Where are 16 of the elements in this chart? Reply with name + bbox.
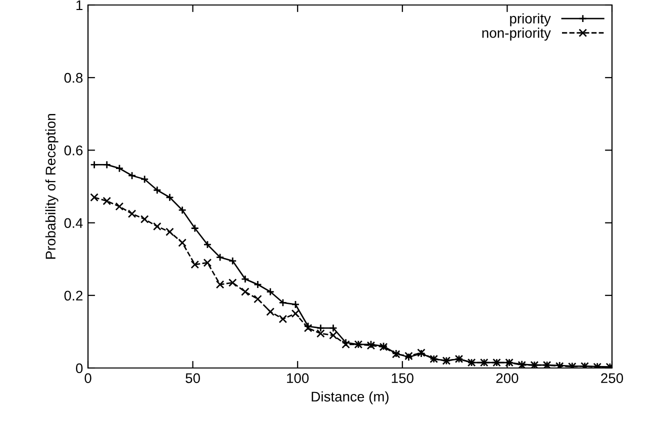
- x-tick-label: 50: [186, 373, 200, 384]
- y-tick-label: 0.8: [64, 72, 83, 83]
- y-tick-label: 0.6: [64, 146, 83, 156]
- y-axis-title: Probability of Reception: [45, 114, 58, 259]
- x-tick-label: 150: [392, 373, 414, 384]
- x-tick-label: 100: [287, 373, 309, 384]
- legend-label: non-priority: [482, 28, 551, 41]
- legend-label: priority: [510, 13, 551, 26]
- x-axis-title: Distance (m): [312, 391, 388, 404]
- x-tick-label: 250: [601, 373, 624, 384]
- y-tick-label: 0.4: [64, 218, 83, 228]
- y-tick-label: 0.2: [64, 290, 82, 301]
- x-tick-label: 0: [84, 373, 92, 384]
- x-tick-label: 200: [496, 373, 518, 384]
- y-tick-label: 1: [76, 0, 82, 10]
- y-tick-label: 0: [76, 363, 83, 374]
